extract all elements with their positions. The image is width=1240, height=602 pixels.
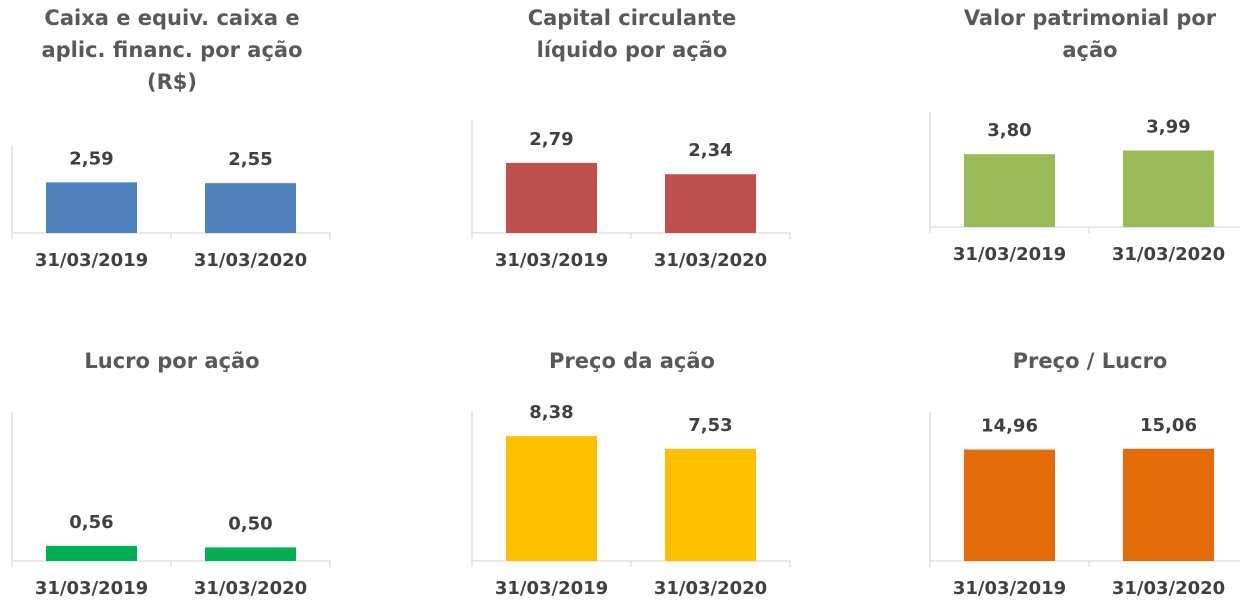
x-tick-label: 31/03/2019	[953, 578, 1066, 599]
chart-title: Preço / Lucro	[1012, 349, 1168, 373]
value-label: 7,53	[688, 415, 732, 436]
chart-title: Caixa e equiv. caixa e aplic. financ. po…	[41, 6, 303, 94]
bar	[46, 182, 137, 233]
bar	[46, 545, 137, 561]
x-tick-label: 31/03/2020	[1112, 578, 1225, 599]
bar	[506, 436, 597, 561]
value-label: 0,56	[69, 512, 113, 533]
x-tick-label: 31/03/2019	[953, 244, 1066, 265]
bar	[205, 183, 296, 233]
value-label: 2,55	[228, 149, 272, 170]
chart-title: Lucro por ação	[84, 349, 260, 373]
value-label: 8,38	[529, 402, 573, 423]
value-label: 2,34	[688, 140, 732, 161]
bar	[205, 547, 296, 561]
x-tick-label: 31/03/2020	[1112, 244, 1225, 265]
chart-title: Capital circulante líquido por ação	[527, 6, 737, 62]
x-tick-label: 31/03/2020	[194, 578, 307, 599]
bar	[964, 449, 1055, 561]
value-label: 3,99	[1146, 117, 1190, 138]
x-tick-label: 31/03/2019	[495, 250, 608, 271]
bar	[1123, 150, 1214, 227]
bar	[1123, 448, 1214, 561]
chart-title: Valor patrimonial por ação	[963, 6, 1217, 62]
bar	[964, 154, 1055, 227]
x-tick-label: 31/03/2020	[654, 578, 767, 599]
bar	[665, 448, 756, 561]
x-tick-label: 31/03/2019	[35, 250, 148, 271]
value-label: 2,59	[69, 148, 113, 169]
value-label: 15,06	[1140, 415, 1197, 436]
bar	[506, 162, 597, 233]
value-label: 0,50	[228, 513, 272, 534]
value-label: 14,96	[981, 416, 1038, 437]
x-tick-label: 31/03/2019	[35, 578, 148, 599]
x-tick-label: 31/03/2019	[495, 578, 608, 599]
chart-title: Preço da ação	[549, 349, 715, 373]
bar	[665, 174, 756, 233]
value-label: 3,80	[987, 120, 1031, 141]
value-label: 2,79	[529, 129, 573, 150]
x-tick-label: 31/03/2020	[654, 250, 767, 271]
x-tick-label: 31/03/2020	[194, 250, 307, 271]
